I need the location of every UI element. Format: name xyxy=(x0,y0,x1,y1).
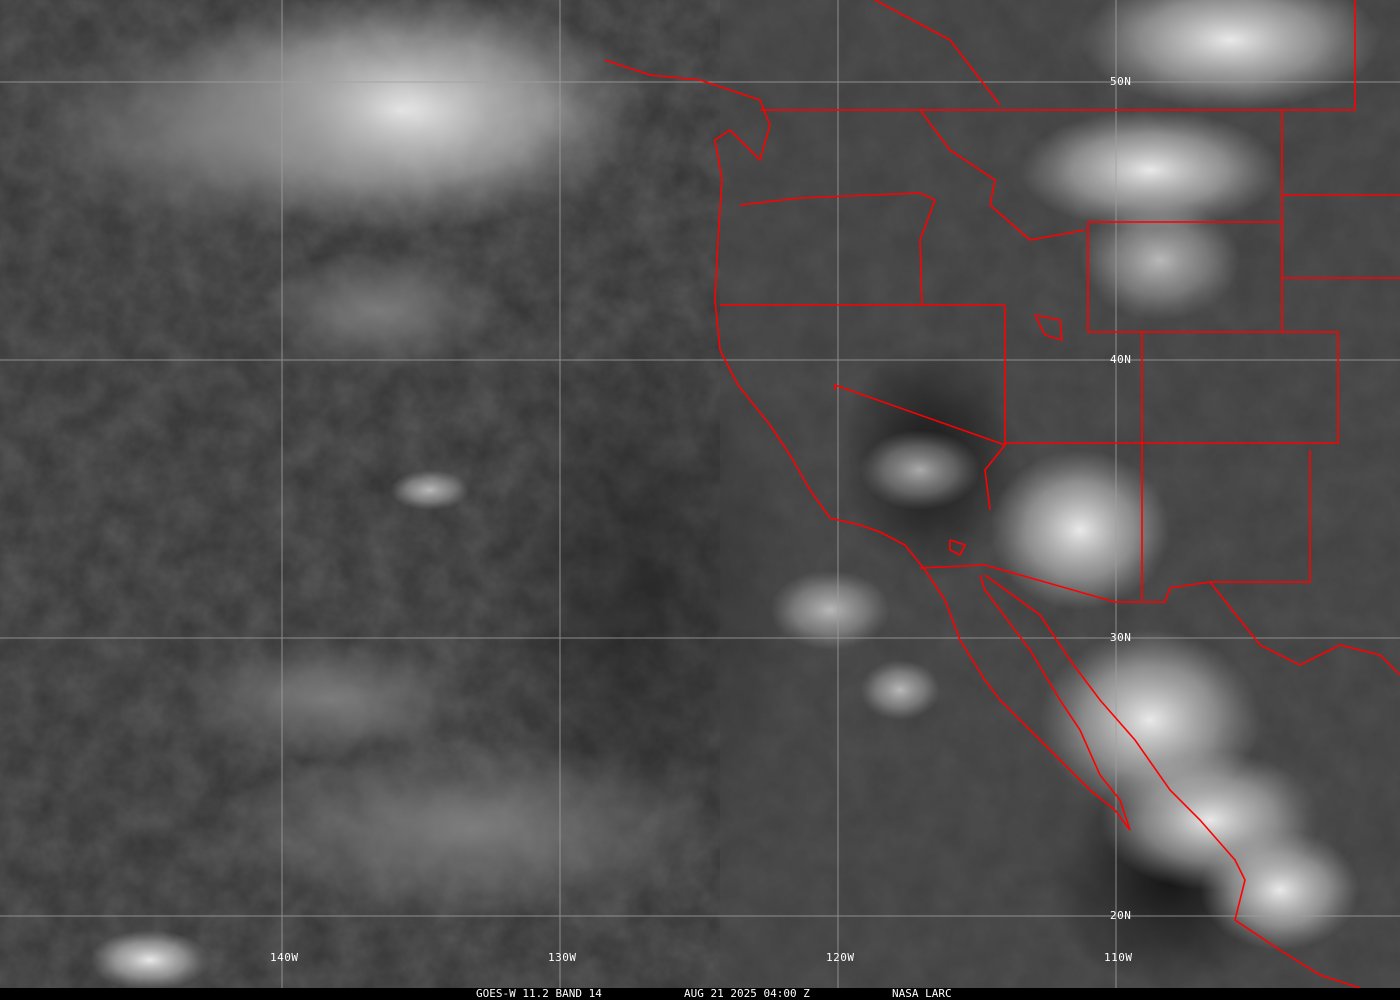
lake-salton xyxy=(949,539,967,557)
lon-label-110w: 110W xyxy=(1104,951,1133,964)
product-label: GOES-W 11.2 BAND 14 xyxy=(476,987,602,1000)
coastline-north-america xyxy=(604,59,926,571)
border-idaho-montana xyxy=(919,109,1086,241)
coastline-gulf-mexico xyxy=(1259,644,1400,676)
source-label: NASA LARC xyxy=(892,987,952,1000)
border-four-corners xyxy=(1005,331,1339,444)
coastline-mexico-mainland xyxy=(984,574,1361,988)
image-caption-bar: GOES-W 11.2 BAND 14 AUG 21 2025 04:00 Z … xyxy=(0,988,1400,1000)
border-new-mexico xyxy=(1210,450,1311,583)
lat-label-30n: 30N xyxy=(1110,631,1132,644)
lake-great-salt xyxy=(1034,314,1063,342)
lon-label-140w: 140W xyxy=(270,951,299,964)
datetime-label: AUG 21 2025 04:00 Z xyxy=(684,987,810,1000)
coastline-baja-east xyxy=(979,574,1131,831)
lon-label-120w: 120W xyxy=(826,951,855,964)
lat-label-50n: 50N xyxy=(1110,75,1132,88)
border-california-nevada xyxy=(834,305,1006,447)
lat-label-20n: 20N xyxy=(1110,909,1132,922)
border-nevada-east xyxy=(984,444,1006,511)
border-oregon-idaho xyxy=(919,199,936,306)
border-canada-provinces xyxy=(874,0,1001,106)
border-dakotas xyxy=(1281,110,1400,279)
border-us-canada xyxy=(760,0,1356,111)
lon-label-130w: 130W xyxy=(548,951,577,964)
lat-label-40n: 40N xyxy=(1110,353,1132,366)
political-borders xyxy=(604,0,1400,988)
border-washington-oregon xyxy=(739,192,936,206)
coastline-baja-west xyxy=(924,569,1131,831)
